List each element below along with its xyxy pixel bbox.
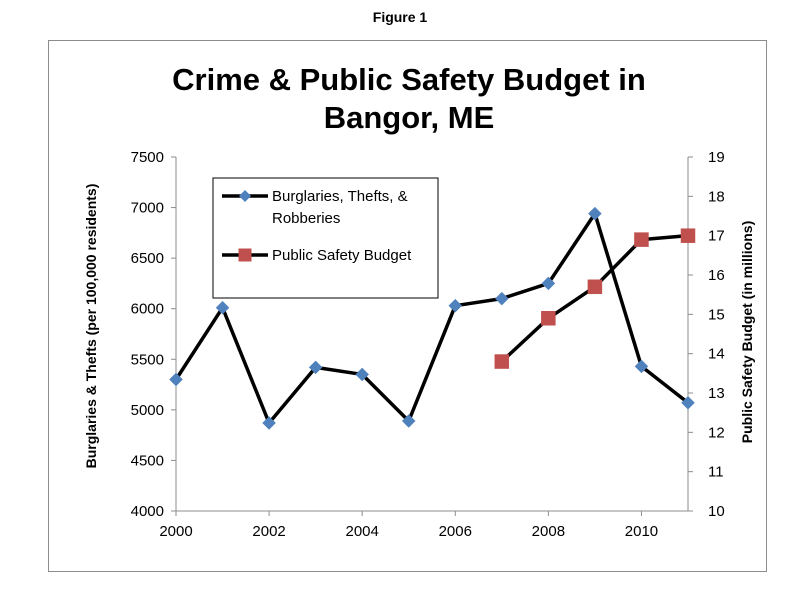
figure-label: Figure 1 (372, 9, 428, 25)
y-left-tick-label: 6500 (131, 250, 164, 267)
series-line-1 (174, 211, 690, 425)
legend-marker-1 (239, 190, 251, 202)
legend-label-1: Burglaries, Thefts, & (272, 188, 408, 205)
chart-axes: 2000 2002 2004 2006 2008 2010 4000 4500 5000 5500… (83, 149, 755, 540)
y-right-tick-label: 14 (708, 346, 725, 363)
y-left-tick-label: 7000 (131, 200, 164, 217)
y-left-tick-label: 7500 (131, 149, 164, 166)
y-right-tick-label: 19 (708, 149, 725, 166)
series-1-point (215, 300, 230, 315)
series-1-point (448, 298, 463, 313)
x-tick-label: 2006 (439, 523, 472, 540)
x-tick-label: 2010 (625, 523, 658, 540)
series-2-point (541, 311, 556, 326)
y-left-tick-label: 4000 (131, 503, 164, 520)
legend-label-1: Robberies (272, 210, 340, 227)
series-2-point (634, 232, 649, 247)
chart-series (169, 206, 696, 430)
y-axis-left-title: Burglaries & Thefts (per 100,000 residen… (83, 184, 99, 469)
chart-title-line: Crime & Public Safety Budget in (172, 62, 646, 97)
y-left-tick-label: 6000 (131, 301, 164, 318)
series-1-point (262, 416, 276, 430)
y-right-tick-label: 18 (708, 188, 725, 205)
series-1-point (308, 360, 323, 375)
y-right-tick-label: 13 (708, 385, 725, 402)
series-2-point (680, 228, 696, 243)
series-1-point (494, 291, 509, 306)
series-2-point (587, 279, 603, 295)
series-1-point (588, 206, 602, 221)
legend-box (212, 177, 439, 299)
y-axis-right-title: Public Safety Budget (in millions) (739, 221, 755, 443)
y-right-tick-label: 12 (708, 424, 725, 441)
series-1-point (541, 276, 556, 291)
chart-frame (48, 40, 767, 572)
x-tick-label: 2004 (345, 523, 378, 540)
x-tick-label: 2008 (532, 523, 565, 540)
series-1-point (169, 372, 183, 387)
y-right-tick-label: 15 (708, 306, 725, 323)
series-line-2 (500, 233, 689, 363)
y-right-tick-label: 16 (708, 267, 725, 284)
series-1-point (401, 414, 416, 428)
y-right-tick-label: 17 (708, 228, 725, 245)
series-1-point (634, 359, 649, 374)
y-right-tick-label: 10 (708, 503, 725, 520)
y-left-tick-label: 4500 (131, 452, 164, 469)
legend-label-2: Public Safety Budget (272, 247, 412, 264)
x-tick-label: 2002 (252, 523, 285, 540)
x-tick-label: 2000 (159, 523, 192, 540)
series-2-point (494, 354, 510, 369)
y-left-tick-label: 5000 (131, 402, 164, 419)
chart-legend: Burglaries, Thefts, & Robberies Public Saf… (212, 177, 439, 299)
series-1-point (355, 367, 370, 382)
y-left-tick-label: 5500 (131, 351, 164, 368)
legend-marker-2 (238, 248, 252, 262)
y-right-tick-label: 11 (708, 464, 724, 481)
chart-title-line: Bangor, ME (324, 100, 495, 135)
series-1-point (681, 395, 695, 410)
